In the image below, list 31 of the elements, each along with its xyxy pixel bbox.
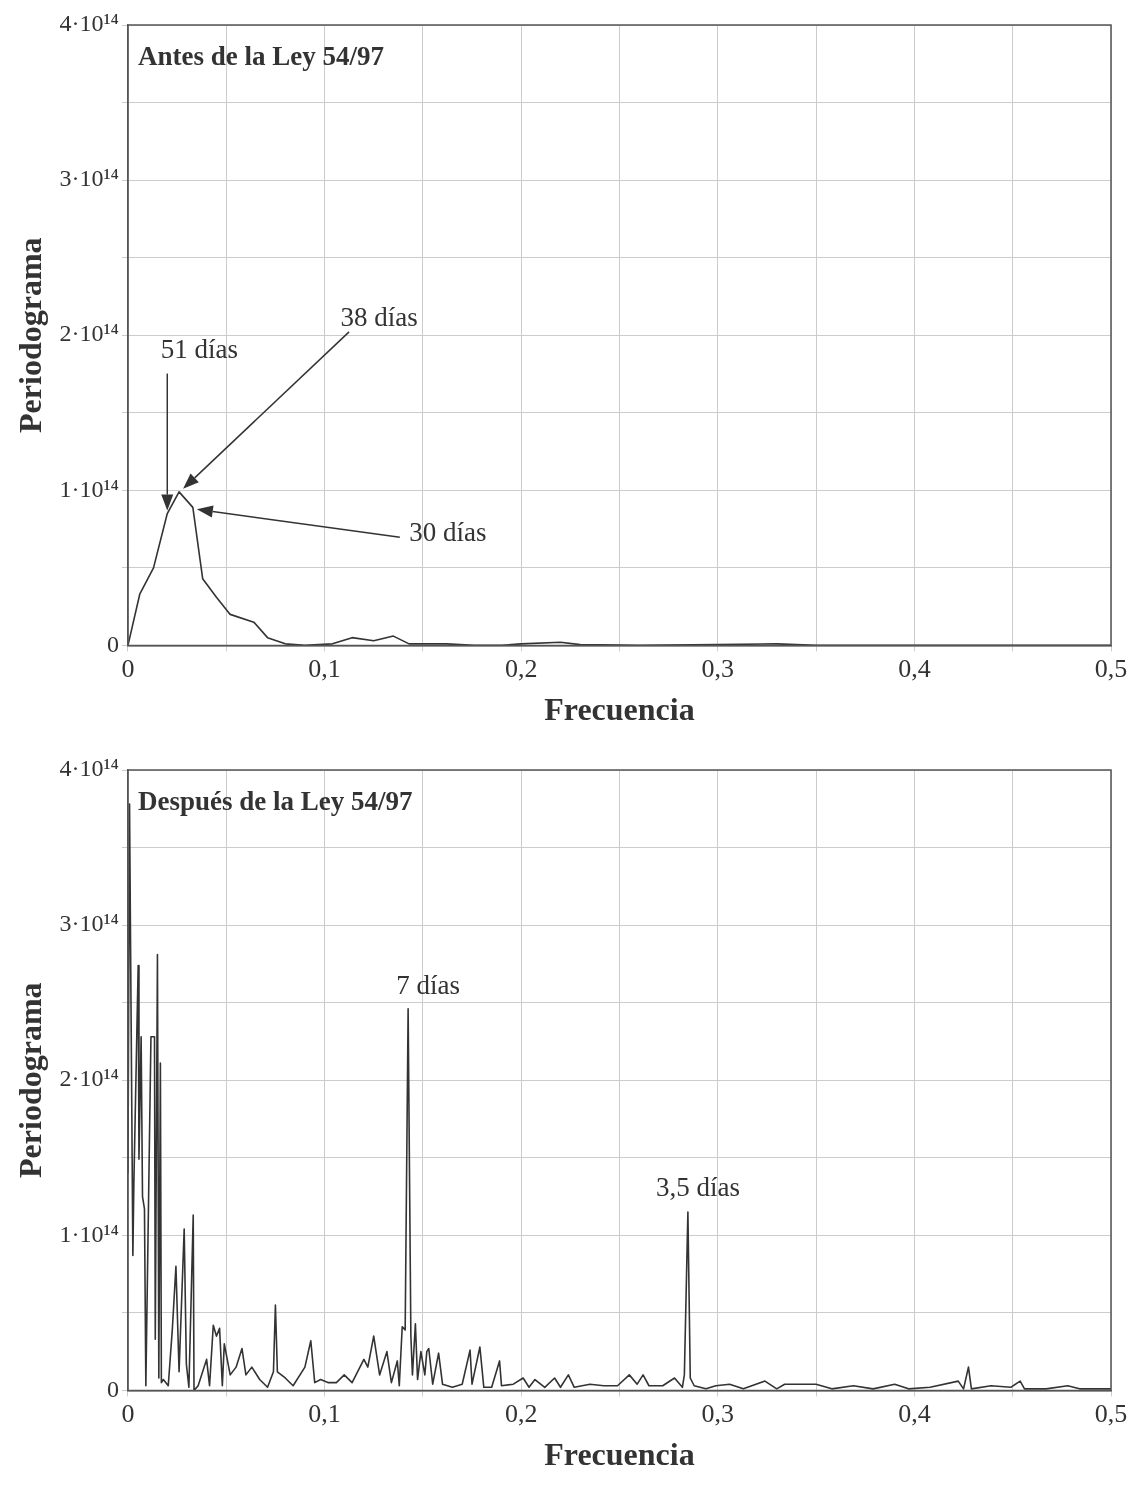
x-axis-title: Frecuencia <box>544 691 695 728</box>
annotation: 7 días <box>396 970 460 1001</box>
y-tick-label: 4·10¹⁴ <box>59 755 119 782</box>
y-axis-title: Periodograma <box>12 237 49 433</box>
text: Antes de la Ley 54/97 <box>137 41 384 72</box>
x-tick-label: 0,2 <box>504 1398 538 1428</box>
text: Después de la Ley 54/97 <box>137 786 413 817</box>
annotation: 51 días <box>160 333 238 364</box>
y-tick-label: 3·10¹⁴ <box>59 165 119 192</box>
y-tick-label: 2·10¹⁴ <box>59 1065 119 1092</box>
x-tick-label: 0,4 <box>898 1398 931 1428</box>
x-tick-label: 0,2 <box>504 653 538 683</box>
annotation: 30 días <box>409 517 487 548</box>
x-tick-label: 0,3 <box>701 1398 735 1428</box>
x-tick-label: 0,1 <box>308 1398 341 1428</box>
x-tick-label: 0,1 <box>308 653 341 683</box>
y-tick-label: 3·10¹⁴ <box>59 910 119 937</box>
y-tick-label: 2·10¹⁴ <box>59 320 119 347</box>
x-tick-label: 0,4 <box>898 653 931 683</box>
x-tick-label: 0,5 <box>1094 1398 1128 1428</box>
y-tick-label: 0 <box>106 1375 119 1402</box>
y-tick-label: 1·10¹⁴ <box>59 1220 119 1247</box>
annotation: 38 días <box>340 301 418 332</box>
y-tick-label: 1·10¹⁴ <box>59 475 119 502</box>
y-axis-title: Periodograma <box>12 982 49 1178</box>
y-tick-label: 0 <box>106 630 119 657</box>
y-tick-label: 4·10¹⁴ <box>59 10 119 37</box>
x-axis-title: Frecuencia <box>544 1436 695 1473</box>
x-tick-label: 0,5 <box>1094 653 1128 683</box>
x-tick-label: 0,3 <box>701 653 735 683</box>
annotation: 3,5 días <box>655 1171 740 1202</box>
